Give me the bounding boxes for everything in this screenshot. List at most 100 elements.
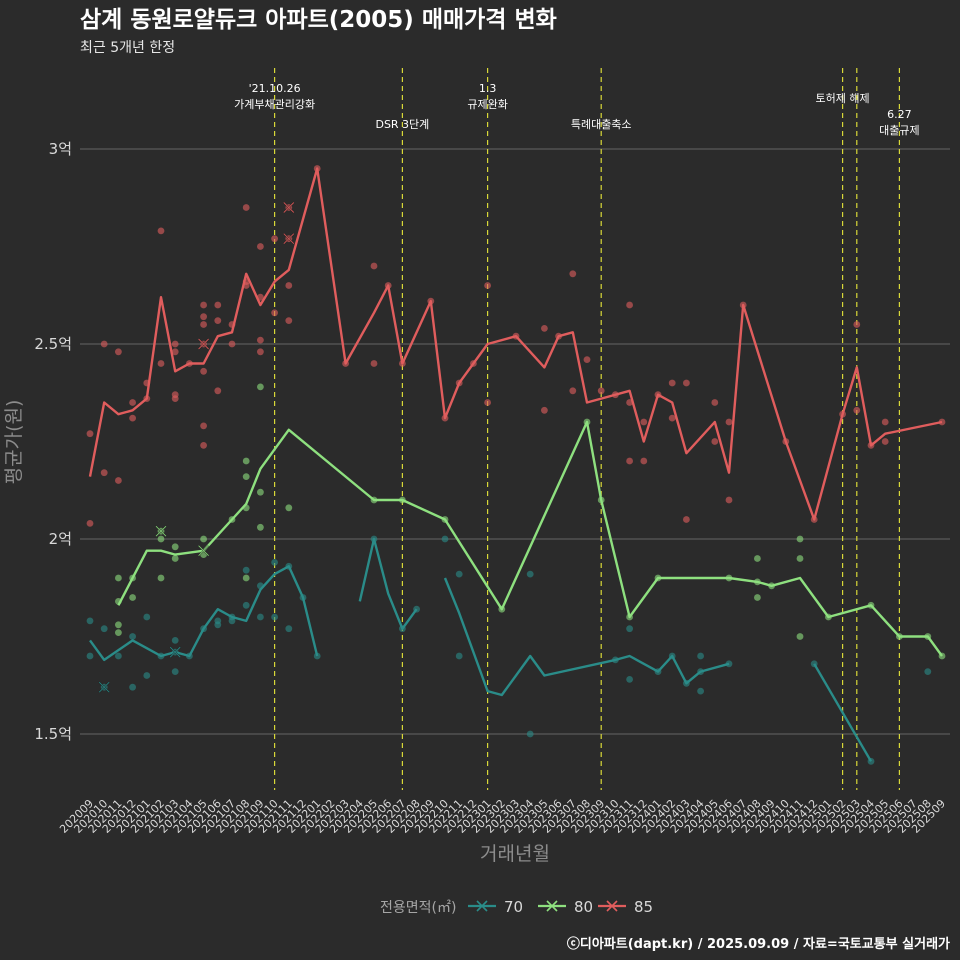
data-point (257, 243, 264, 250)
data-point (455, 652, 463, 660)
data-point (285, 625, 293, 633)
data-point (881, 418, 889, 426)
event-label: 6.27 (887, 108, 912, 121)
gridlines (80, 148, 950, 735)
data-point (143, 672, 151, 679)
data-point (214, 387, 222, 395)
data-point (668, 379, 676, 387)
data-point (569, 387, 577, 395)
data-point (257, 348, 264, 356)
data-point (853, 406, 861, 414)
x-marker-overlay (98, 681, 110, 693)
data-point (143, 613, 151, 621)
data-point (86, 617, 94, 625)
data-point (214, 317, 222, 324)
y-tick-label: 3억 (49, 140, 72, 158)
legend: 전용면적(㎡) 70 80 85 (380, 898, 653, 916)
data-point (200, 367, 208, 375)
data-point (171, 340, 179, 348)
data-point (129, 414, 137, 422)
data-point (441, 535, 449, 543)
data-point (171, 668, 179, 675)
data-point (171, 395, 179, 402)
data-point (697, 687, 704, 695)
data-point (271, 309, 278, 317)
legend-swatch-marker (606, 900, 618, 912)
data-point (257, 523, 264, 531)
data-point (242, 566, 250, 574)
data-point (157, 574, 165, 582)
data-point (129, 399, 137, 406)
series-line (443, 577, 730, 697)
data-point (100, 469, 108, 477)
series-line (358, 537, 418, 630)
data-point (157, 360, 165, 367)
legend-label: 85 (634, 898, 653, 916)
plot-area (86, 165, 946, 765)
data-point (129, 683, 137, 691)
x-axis-ticks: 2020092020102020112020122021012021022021… (57, 797, 948, 836)
data-point (214, 617, 222, 625)
data-point (285, 282, 293, 289)
x-marker-overlay (198, 338, 209, 350)
series-70 (86, 535, 932, 765)
data-point (853, 321, 861, 328)
data-point (171, 637, 179, 644)
data-point (115, 652, 122, 660)
x-marker-overlay (155, 525, 167, 537)
x-marker-overlay (283, 202, 295, 213)
data-point (484, 399, 491, 406)
legend-swatch-marker (476, 900, 488, 912)
x-marker-overlay (169, 646, 181, 658)
data-point (711, 399, 719, 406)
data-point (541, 325, 548, 332)
data-point (129, 594, 137, 601)
data-point (200, 301, 208, 309)
data-point (200, 321, 208, 328)
x-marker-overlay (283, 233, 295, 245)
data-point (257, 488, 264, 496)
data-point (725, 496, 733, 504)
data-point (526, 730, 534, 738)
event-label: 대출규제 (879, 124, 919, 137)
event-label: 토허제 해제 (816, 91, 870, 105)
data-point (200, 313, 208, 321)
data-point (725, 418, 733, 426)
series-80 (115, 383, 946, 660)
data-point (683, 379, 690, 387)
data-point (583, 356, 591, 363)
data-point (370, 360, 378, 367)
data-point (668, 414, 676, 422)
data-point (796, 633, 804, 640)
source-caption: ⓒ디아파트(dapt.kr) / 2025.09.09 / 자료=국토교통부 실… (567, 936, 950, 952)
data-point (115, 574, 122, 582)
data-point (115, 477, 122, 484)
legend-label: 70 (504, 898, 523, 916)
y-tick-label: 2억 (49, 530, 72, 548)
event-label: DSR 3단계 (375, 118, 429, 131)
data-point (171, 543, 179, 551)
data-point (129, 633, 137, 640)
data-point (626, 676, 633, 683)
data-point (271, 235, 278, 243)
data-point (100, 625, 108, 633)
data-point (86, 652, 94, 660)
data-point (370, 262, 378, 270)
data-point (228, 617, 236, 625)
data-point (640, 457, 648, 465)
x-axis-title: 거래년월 (480, 843, 550, 865)
series-85 (86, 165, 946, 527)
data-point (257, 383, 264, 391)
data-point (171, 555, 179, 562)
data-point (257, 613, 264, 621)
data-point (86, 430, 94, 438)
data-point (541, 406, 548, 414)
chart-subtitle: 최근 5개년 한정 (80, 40, 175, 56)
data-point (100, 340, 108, 348)
y-tick-label: 1.5억 (34, 725, 72, 743)
data-point (526, 570, 534, 578)
event-label: 가계부채관리강화 (234, 98, 315, 111)
event-label: 1.3 (479, 82, 497, 95)
